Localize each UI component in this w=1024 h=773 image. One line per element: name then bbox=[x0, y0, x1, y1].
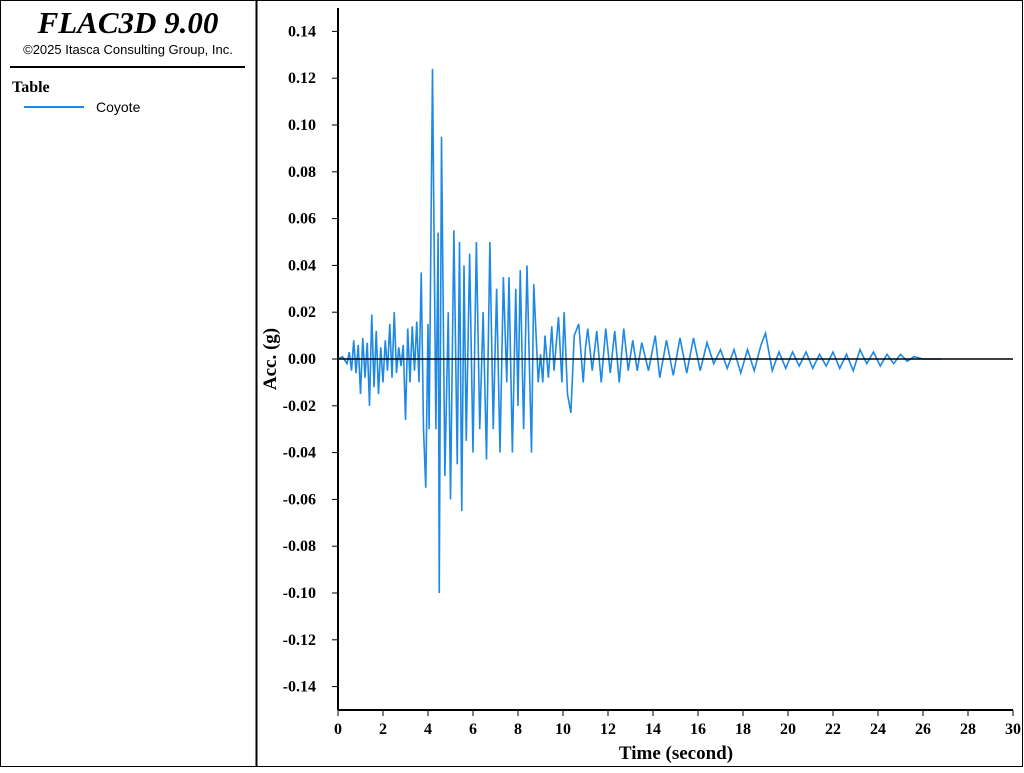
copyright: ©2025 Itasca Consulting Group, Inc. bbox=[23, 42, 233, 57]
y-tick-label: 0.06 bbox=[288, 211, 316, 228]
y-tick-label: 0.12 bbox=[288, 70, 316, 87]
y-tick-label: 0.04 bbox=[288, 257, 316, 274]
x-tick-label: 20 bbox=[780, 721, 796, 738]
x-tick-label: 2 bbox=[379, 721, 387, 738]
y-tick-label: -0.06 bbox=[283, 491, 316, 508]
x-tick-label: 4 bbox=[424, 721, 432, 738]
x-tick-label: 16 bbox=[690, 721, 706, 738]
y-tick-label: 0.02 bbox=[288, 304, 316, 321]
x-tick-label: 8 bbox=[514, 721, 522, 738]
y-tick-label: -0.04 bbox=[283, 445, 316, 462]
x-tick-label: 18 bbox=[735, 721, 751, 738]
app-title: FLAC3D 9.00 bbox=[37, 5, 219, 40]
x-tick-label: 22 bbox=[825, 721, 841, 738]
y-tick-label: -0.02 bbox=[283, 398, 316, 415]
y-tick-label: 0.10 bbox=[288, 117, 316, 134]
x-tick-label: 6 bbox=[469, 721, 477, 738]
x-tick-label: 0 bbox=[334, 721, 342, 738]
x-tick-label: 26 bbox=[915, 721, 931, 738]
x-tick-label: 28 bbox=[960, 721, 976, 738]
y-tick-label: -0.14 bbox=[283, 679, 316, 696]
x-axis-label: Time (second) bbox=[619, 743, 733, 764]
x-tick-label: 12 bbox=[600, 721, 616, 738]
x-tick-label: 14 bbox=[645, 721, 661, 738]
y-tick-label: 0.14 bbox=[288, 23, 316, 40]
x-tick-label: 24 bbox=[870, 721, 886, 738]
y-tick-label: 0.08 bbox=[288, 164, 316, 181]
legend-label: Coyote bbox=[96, 99, 141, 115]
legend-title: Table bbox=[12, 79, 50, 96]
x-tick-label: 10 bbox=[555, 721, 571, 738]
y-tick-label: 0.00 bbox=[288, 351, 316, 368]
y-tick-label: -0.08 bbox=[283, 538, 316, 555]
x-tick-label: 30 bbox=[1005, 721, 1021, 738]
y-tick-label: -0.10 bbox=[283, 585, 316, 602]
y-axis-label: Acc. (g) bbox=[260, 328, 281, 390]
series-line bbox=[337, 68, 941, 594]
y-tick-label: -0.12 bbox=[283, 632, 316, 649]
